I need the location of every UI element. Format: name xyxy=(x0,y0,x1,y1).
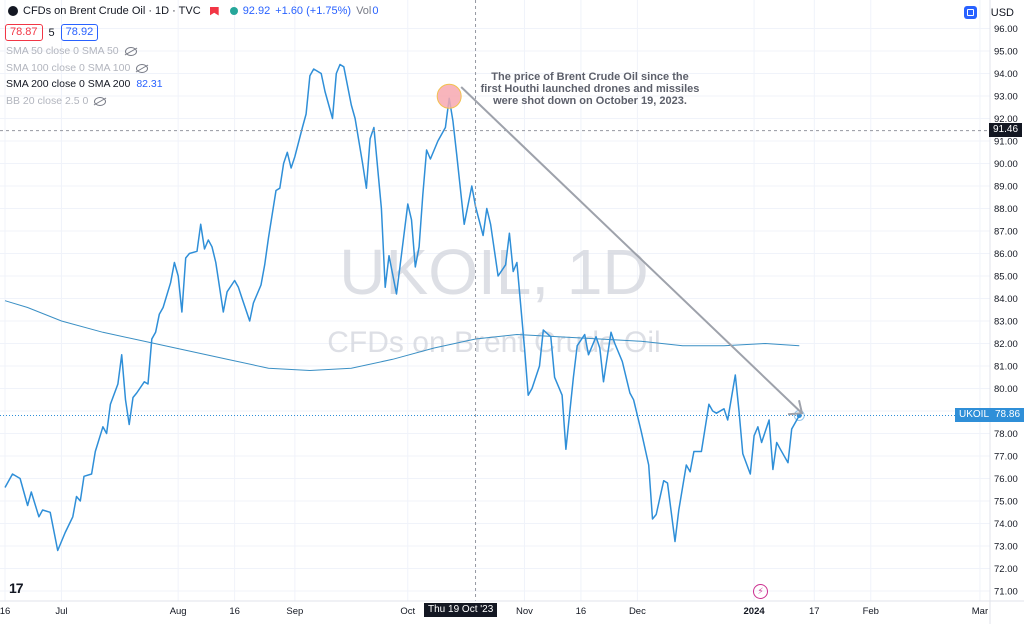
x-tick-label: 16 xyxy=(576,606,587,617)
indicator-label: BB 20 close 2.5 0 xyxy=(6,95,89,107)
y-tick-label: 77.00 xyxy=(994,452,1018,463)
x-axis[interactable]: 16 Jul Aug 16 Sep Oct Nov 16 Dec 2024 17 Feb Mar xyxy=(0,600,1024,617)
x-tick-label: Mar xyxy=(972,606,988,617)
visibility-off-icon[interactable] xyxy=(136,63,149,73)
x-tick-label: Jul xyxy=(55,606,67,617)
y-tick-label: 80.00 xyxy=(994,384,1018,395)
event-marker xyxy=(436,83,462,109)
visibility-off-icon[interactable] xyxy=(124,46,137,56)
x-tick-label: 16 xyxy=(0,606,10,617)
y-tick-label: 92.00 xyxy=(994,114,1018,125)
spread: 5 xyxy=(48,26,55,39)
x-tick-label: Oct xyxy=(400,606,415,617)
price-line xyxy=(4,63,800,552)
y-tick-label: 74.00 xyxy=(994,519,1018,530)
price-change: +1.60 (+1.75%) xyxy=(275,5,352,17)
x-tick-label: Feb xyxy=(863,606,879,617)
grid xyxy=(0,0,990,601)
y-tick-label: 89.00 xyxy=(994,182,1018,193)
volume-value: 0 xyxy=(372,5,379,17)
x-tick-label: 17 xyxy=(809,606,820,617)
currency-label[interactable]: USD xyxy=(990,6,1014,19)
annotation-line: were shot down on October 19, 2023. xyxy=(492,95,687,107)
volume-label: Vol xyxy=(356,5,372,17)
series-layer xyxy=(4,63,800,552)
overlay-layer: The price of Brent Crude Oil since thefi… xyxy=(0,0,990,601)
watermark-name: CFDs on Brent Crude Oil xyxy=(327,326,660,359)
last-price-tag: 78.86 xyxy=(991,408,1024,422)
auto-scale-icon[interactable] xyxy=(963,6,977,19)
y-tick-label: 85.00 xyxy=(994,272,1018,283)
chart-title[interactable]: CFDs on Brent Crude Oil · 1D · TVC xyxy=(23,5,201,17)
y-tick-label: 86.00 xyxy=(994,249,1018,260)
watermark: UKOIL, 1D CFDs on Brent Crude Oil xyxy=(327,236,660,359)
y-tick-label: 72.00 xyxy=(994,564,1018,575)
x-tick-label: 2024 xyxy=(744,606,766,617)
y-tick-label: 76.00 xyxy=(994,474,1018,485)
y-tick-label: 87.00 xyxy=(994,227,1018,238)
y-tick-label: 82.00 xyxy=(994,339,1018,350)
y-tick-label: 91.00 xyxy=(994,137,1018,148)
y-tick-label: 84.00 xyxy=(994,294,1018,305)
visibility-off-icon[interactable] xyxy=(94,96,107,106)
symbol-logo-icon xyxy=(8,6,18,16)
trend-arrow-head xyxy=(787,400,804,416)
bid-ask: 78.87 5 78.92 xyxy=(5,24,99,41)
sma-200-line xyxy=(4,300,800,372)
market-open-icon xyxy=(229,7,238,15)
sell-button[interactable]: 78.87 xyxy=(5,24,43,41)
indicator-label: SMA 50 close 0 SMA 50 xyxy=(6,45,119,57)
crosshair-price-tag: 91.46 xyxy=(989,123,1023,137)
x-tick-label: Dec xyxy=(629,606,646,617)
indicator-value: 82.31 xyxy=(136,78,163,90)
lightning-icon[interactable]: ⚡ xyxy=(753,584,768,599)
indicator-label: SMA 200 close 0 SMA 200 xyxy=(6,78,131,90)
indicator-bb[interactable]: BB 20 close 2.5 0 xyxy=(6,95,107,107)
indicator-sma-100[interactable]: SMA 100 close 0 SMA 100 xyxy=(6,62,149,74)
x-tick-label: Sep xyxy=(286,606,303,617)
y-tick-label: 71.00 xyxy=(994,587,1018,598)
crosshair-date-tag: Thu 19 Oct '23 xyxy=(424,603,498,617)
x-tick-label: Nov xyxy=(516,606,533,617)
x-tick-label: Aug xyxy=(170,606,187,617)
y-tick-label: 95.00 xyxy=(994,47,1018,58)
y-tick-label: 73.00 xyxy=(994,542,1018,553)
annotation-line: The price of Brent Crude Oil since the xyxy=(491,71,688,83)
y-tick-label: 96.00 xyxy=(994,24,1018,35)
y-tick-label: 93.00 xyxy=(994,92,1018,103)
currency-controls: USD xyxy=(963,6,1014,19)
y-tick-label: 88.00 xyxy=(994,204,1018,215)
y-tick-label: 78.00 xyxy=(994,429,1018,440)
symbol-tag: UKOIL xyxy=(955,408,994,422)
x-tick-label: 16 xyxy=(229,606,240,617)
y-tick-label: 75.00 xyxy=(994,497,1018,508)
flag-icon[interactable] xyxy=(209,6,219,16)
buy-button[interactable]: 78.92 xyxy=(60,24,99,41)
indicator-sma-200[interactable]: SMA 200 close 0 SMA 200 82.31 xyxy=(6,78,163,90)
trend-arrow xyxy=(460,86,803,414)
y-tick-label: 94.00 xyxy=(994,69,1018,80)
indicator-sma-50[interactable]: SMA 50 close 0 SMA 50 xyxy=(6,45,137,57)
chart-header: CFDs on Brent Crude Oil · 1D · TVC 92.92… xyxy=(8,5,378,17)
y-tick-label: 90.00 xyxy=(994,159,1018,170)
y-tick-label: 83.00 xyxy=(994,317,1018,328)
indicator-label: SMA 100 close 0 SMA 100 xyxy=(6,62,131,74)
y-axis[interactable]: 71.00 72.00 73.00 74.00 75.00 76.00 77.00 78.00… xyxy=(989,0,1018,624)
annotation-line: first Houthi launched drones and missile… xyxy=(481,83,700,95)
y-tick-label: 81.00 xyxy=(994,362,1018,373)
last-price: 92.92 xyxy=(242,5,271,17)
tradingview-logo[interactable]: 17 xyxy=(9,580,24,596)
